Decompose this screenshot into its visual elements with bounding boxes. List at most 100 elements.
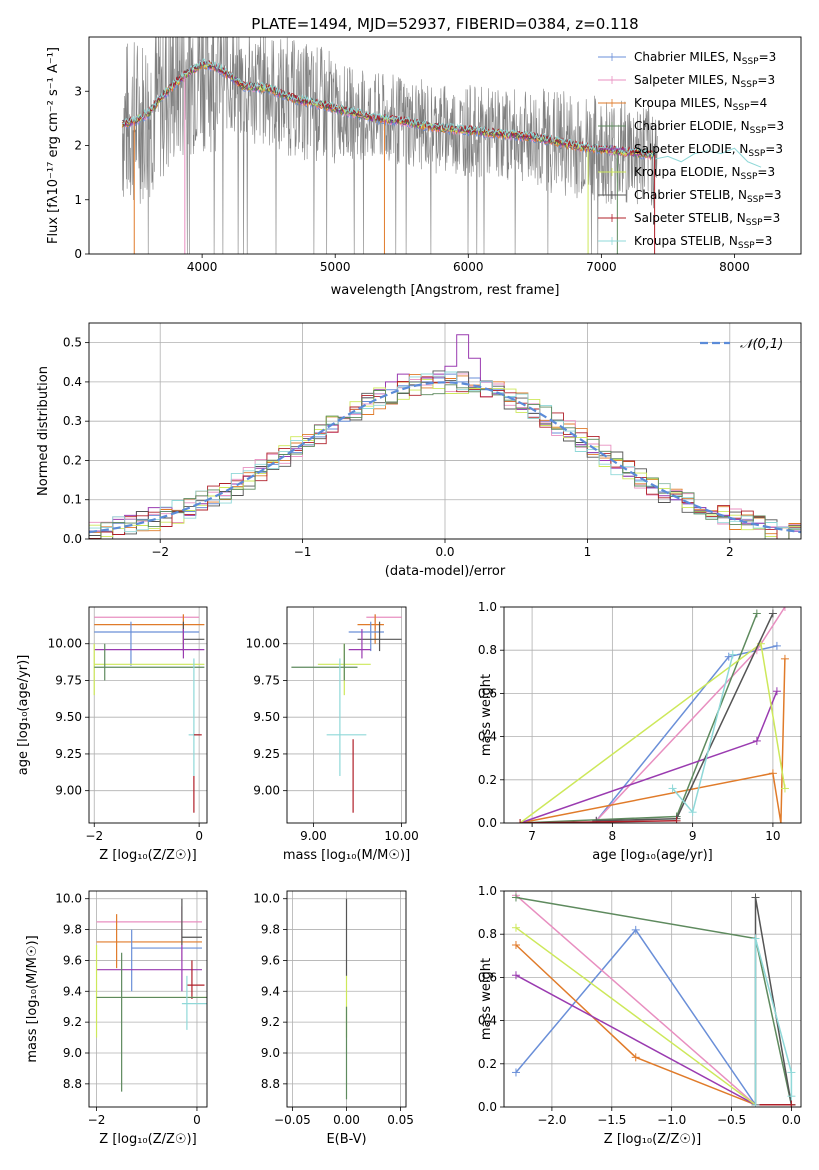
legend-label: Chabrier MILES, NSSP=3	[634, 50, 776, 67]
legend-value: =3	[764, 188, 782, 202]
normal-curve-line	[89, 381, 801, 534]
errorbar-chabrier_elodie	[94, 643, 205, 681]
y-tick-label: 9.0	[261, 1046, 280, 1060]
errorbar-salpeter_stelib	[193, 734, 202, 813]
legend-label: 𝒩(0,1)	[740, 337, 783, 352]
legend-sub: SSP	[750, 126, 767, 136]
point-marker-kroupa_stelib	[787, 1068, 796, 1077]
y-tick-label: 0.2	[63, 453, 82, 467]
panel-residuals: −2 −1 0.0 1 2 0.0 0.1 0.2 0.3 0.4 0.5 (data-model)/…	[36, 322, 802, 579]
y-tick-label: 0.4	[478, 1014, 497, 1028]
y-tick-label: 10.0	[55, 892, 82, 906]
histogram-chabrier_elodie	[89, 381, 801, 539]
y-tick-label: 9.50	[253, 710, 280, 724]
x-tick-label: 0.00	[333, 1113, 360, 1127]
x-tick-label: 0.0	[782, 1113, 801, 1127]
panel-age_vs_mass: 9.00 10.00 9.00 9.25 9.50 9.75 10.00 mass [log₁…	[246, 606, 419, 863]
y-tick-label: 0.0	[478, 1100, 497, 1114]
x-tick-label: 8	[609, 829, 617, 843]
y-tick-label: 0.4	[478, 730, 497, 744]
legend-label: Chabrier STELIB, NSSP=3	[634, 188, 782, 205]
y-tick-label: 10.00	[48, 637, 82, 651]
y-tick-label: 9.50	[55, 710, 82, 724]
point-marker-kroupa_elodie	[511, 923, 520, 932]
y-tick-label: 9.8	[63, 923, 82, 937]
y-tick-label: 0.0	[63, 532, 82, 546]
panel-massweight_vs_age: 7 8 9 10 0.0 0.2 0.4 0.6 0.8 1.0 age [log₁₀(age/yr…	[478, 600, 802, 863]
y-axis-label: Normed distribution	[36, 366, 51, 496]
x-axis-label: age [log₁₀(age/yr)]	[592, 848, 713, 863]
errorbar-salpeter_stelib	[186, 960, 205, 999]
model-line-kroupa_stelib	[121, 58, 655, 157]
point-marker-chabrier_miles	[724, 652, 733, 661]
point-marker-chabrier_stelib	[751, 893, 760, 902]
point-marker-salpeter_stelib	[516, 819, 525, 823]
y-tick-label: 10.00	[246, 637, 280, 651]
y-tick-label: 10.0	[253, 892, 280, 906]
plot-area-massweight_vs_age	[516, 607, 789, 823]
point-marker-kroupa_miles	[776, 819, 785, 823]
errorbar-chabrier_elodie	[96, 952, 207, 1092]
y-tick-label: 3	[74, 84, 82, 98]
axes-frame	[88, 890, 208, 1108]
x-axis-label: E(B-V)	[326, 1132, 366, 1147]
panel-age_vs_Z: −2 0 9.00 9.25 9.50 9.75 10.00 Z [log₁₀(Z/Z☉)] a…	[16, 606, 208, 863]
y-tick-label: 0	[74, 247, 82, 261]
y-axis-label: mass [log₁₀(M/M☉)]	[25, 935, 40, 1062]
x-tick-label: 6000	[453, 260, 484, 274]
x-tick-label: 0	[195, 829, 203, 843]
legend-sub: SSP	[742, 57, 759, 67]
point-marker-kroupa_stelib	[688, 808, 697, 817]
x-tick-label: 2	[726, 545, 734, 559]
axes-frame	[286, 890, 407, 1108]
point-marker-salpeter_elodie	[752, 736, 761, 745]
legend: Chabrier MILES, NSSP=3 Salpeter MILES, NS…	[598, 50, 784, 251]
legend-sub: SSP	[747, 195, 764, 205]
point-marker-salpeter_miles	[780, 607, 789, 611]
axes-frame	[88, 606, 208, 824]
y-axis-label: Flux [fλ10⁻¹⁷ erg cm⁻² s⁻¹ A⁻¹]	[46, 47, 61, 244]
legend-sub: SSP	[748, 149, 765, 159]
legend-label: Salpeter ELODIE, NSSP=3	[634, 142, 783, 159]
y-tick-label: 0.5	[63, 336, 82, 350]
errorbar-kroupa_miles	[96, 914, 202, 969]
point-marker-kroupa_stelib	[751, 934, 760, 943]
plot-area-spectrum	[121, 37, 762, 254]
x-tick-label: 1	[584, 545, 592, 559]
point-marker-salpeter_stelib	[787, 1100, 796, 1107]
x-tick-label: 0.05	[387, 1113, 414, 1127]
x-axis-label: wavelength [Angstrom, rest frame]	[331, 283, 560, 298]
y-axis-label: mass weight	[479, 958, 494, 1040]
legend-label: Salpeter STELIB, NSSP=3	[634, 211, 780, 228]
y-tick-label: 8.8	[261, 1077, 280, 1091]
legend-label: Kroupa STELIB, NSSP=3	[634, 234, 772, 251]
errorbar-salpeter_elodie	[96, 945, 202, 992]
point-marker-kroupa_stelib	[668, 784, 677, 793]
errorbar-salpeter_elodie	[348, 629, 371, 659]
point-marker-chabrier_elodie	[752, 609, 761, 618]
legend-value: =3	[755, 234, 773, 248]
axes-frame	[88, 36, 802, 255]
y-tick-label: 9.4	[63, 984, 82, 998]
y-tick-label: 0.6	[478, 970, 497, 984]
y-tick-label: 9.00	[253, 784, 280, 798]
y-tick-label: 9.25	[55, 747, 82, 761]
x-tick-label: 7000	[586, 260, 617, 274]
y-tick-label: 9.0	[63, 1046, 82, 1060]
point-marker-kroupa_stelib	[751, 1100, 760, 1107]
x-tick-label: −0.5	[717, 1113, 746, 1127]
x-tick-label: 9.00	[300, 829, 327, 843]
kroupa-stelib-extension	[654, 147, 762, 168]
y-tick-label: 9.2	[261, 1015, 280, 1029]
figure-title: PLATE=1494, MJD=52937, FIBERID=0384, z=0…	[251, 15, 638, 33]
point-marker-kroupa_elodie	[780, 784, 789, 793]
y-tick-label: 8.8	[63, 1077, 82, 1091]
errorbar-kroupa_elodie	[93, 643, 205, 696]
errorbar-chabrier_miles	[348, 621, 384, 652]
y-tick-label: 9.75	[253, 673, 280, 687]
y-tick-label: 0.4	[63, 375, 82, 389]
axes-frame	[503, 890, 802, 1108]
errorbar-chabrier_miles	[94, 621, 200, 666]
series-line-kroupa_miles	[519, 658, 786, 823]
point-marker-salpeter_elodie	[772, 687, 781, 696]
